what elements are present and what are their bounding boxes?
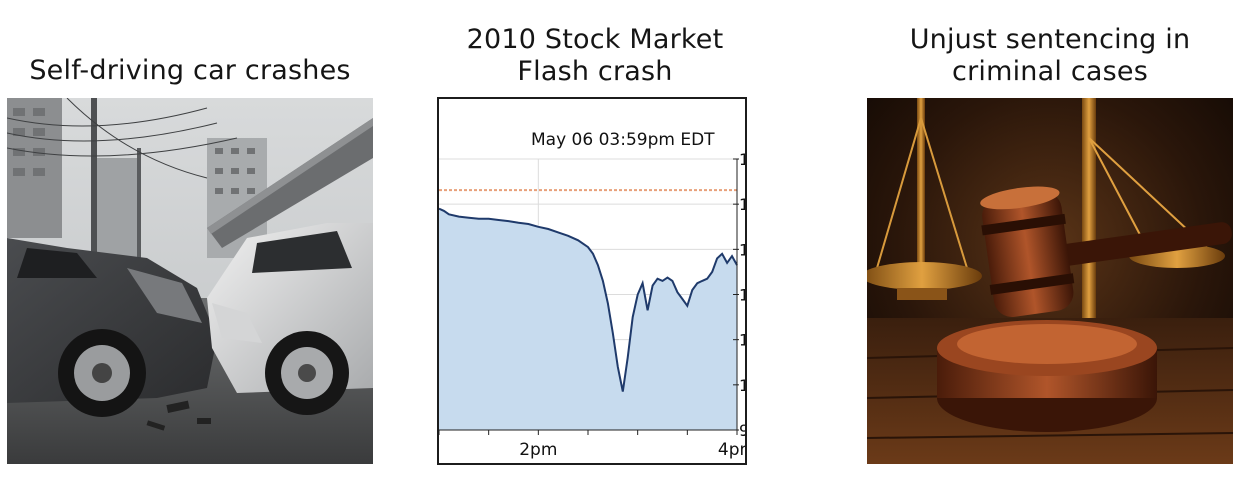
price-line	[439, 207, 738, 392]
gavel-and-scales-photo	[867, 98, 1233, 464]
car-crash-photo	[7, 98, 373, 464]
left-panel-title: Self-driving car crashes	[29, 55, 351, 86]
x-tick-label: 2pm	[519, 440, 557, 460]
middle-panel-title: 2010 Stock Market Flash crash	[440, 24, 750, 88]
chart-annotation: May 06 03:59pm EDT	[531, 130, 715, 150]
flash-crash-chart: 11,000 10,800 10,600 10,400 10,200 10,000 9,80…	[437, 97, 747, 465]
y-tick-label: 10,800	[739, 195, 745, 214]
y-tick-label: 11,000	[739, 150, 745, 169]
chart-svg: 11,000 10,800 10,600 10,400 10,200 10,000 9,80…	[439, 130, 745, 460]
right-title-line-2: criminal cases	[952, 56, 1148, 87]
y-tick-label: 10,000	[739, 376, 745, 395]
y-tick-label: 10,200	[739, 331, 745, 350]
middle-title-line-2: Flash crash	[517, 56, 673, 87]
y-tick-label: 10,600	[739, 240, 745, 259]
x-tick-label: 4pm	[718, 440, 745, 460]
y-tick-label: 10,400	[739, 286, 745, 305]
middle-title-line-1: 2010 Stock Market	[466, 24, 724, 55]
y-tick-label: 9,800	[739, 421, 745, 440]
price-area	[439, 208, 737, 430]
right-title-line-1: Unjust sentencing in	[909, 24, 1191, 55]
right-panel-title: Unjust sentencing in criminal cases	[860, 24, 1239, 88]
